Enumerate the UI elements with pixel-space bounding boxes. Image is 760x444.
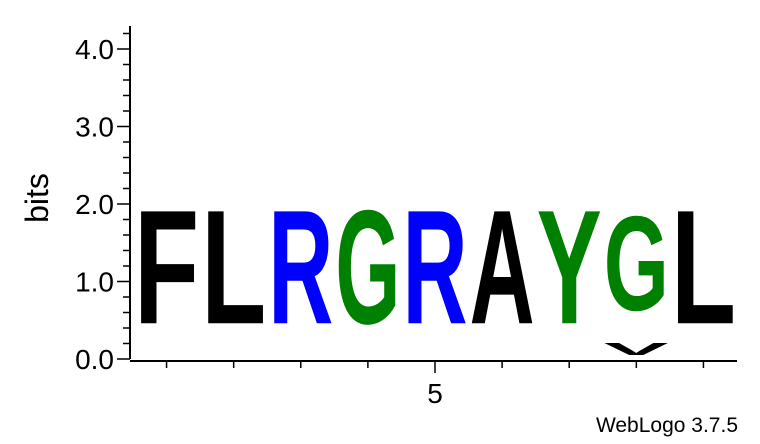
- logo-glyphs: F L R G R A Y VG L: [134, 176, 736, 359]
- logo-letter-r: R: [402, 176, 467, 358]
- y-axis-title: bits: [19, 173, 55, 223]
- logo-letter-f: F: [134, 178, 199, 359]
- y-tick-label: 0.0: [75, 344, 114, 375]
- logo-letter-r: R: [268, 176, 333, 358]
- logo-letter-l: L: [201, 178, 266, 359]
- y-tick-label: 1.0: [75, 267, 114, 298]
- logo-letter-y: Y: [537, 178, 602, 359]
- logo-letter-g: G: [335, 177, 400, 358]
- weblogo-credit: WebLogo 3.7.5: [595, 414, 738, 437]
- x-tick-label: 5: [427, 378, 443, 409]
- y-tick-label: 2.0: [75, 189, 114, 220]
- y-axis: 0.0 1.0 2.0 3.0 4.0: [75, 26, 131, 375]
- y-tick-label: 3.0: [75, 112, 114, 143]
- logo-letter-g: G: [604, 187, 669, 338]
- logo-letter-a: A: [470, 176, 535, 358]
- x-axis: 5: [130, 360, 737, 409]
- y-tick-label: 4.0: [75, 34, 114, 65]
- logo-letter-l: L: [671, 178, 736, 359]
- logo-letter-v: V: [604, 340, 669, 359]
